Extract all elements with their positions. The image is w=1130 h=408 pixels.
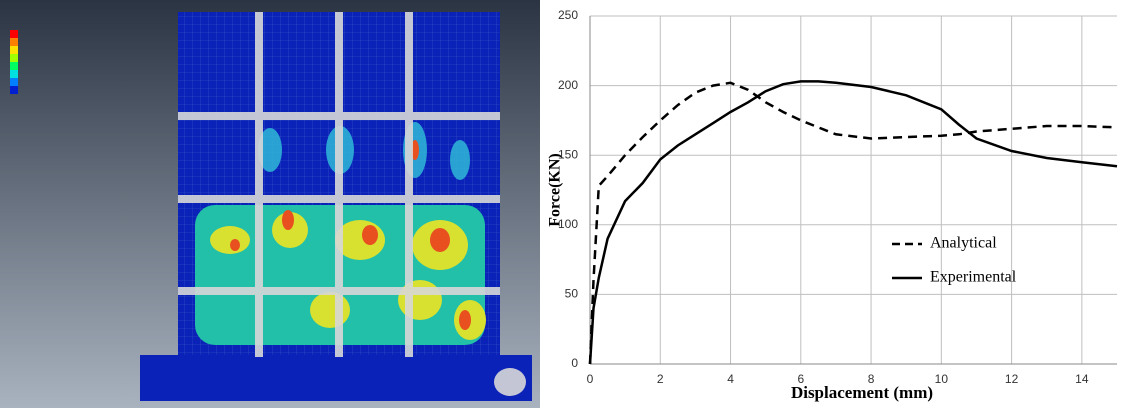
page: Force(KN) Displacement (mm) 050100150200… (0, 0, 1130, 408)
y-tick-label: 0 (571, 356, 578, 370)
legend-colorbar (10, 30, 18, 94)
x-tick-label: 14 (1075, 372, 1089, 386)
legend-label: Experimental (930, 269, 1017, 286)
line-series (590, 81, 1117, 364)
y-axis-title: Force(KN) (547, 153, 564, 226)
x-tick-label: 4 (727, 372, 734, 386)
y-tick-label: 100 (558, 217, 578, 231)
x-tick-label: 12 (1005, 372, 1019, 386)
legend-label: Analytical (930, 235, 997, 252)
x-tick-label: 8 (868, 372, 875, 386)
y-tick-label: 250 (558, 8, 578, 22)
x-axis-title: Displacement (mm) (791, 383, 933, 402)
figure: Force(KN) Displacement (mm) 050100150200… (0, 0, 1130, 408)
y-tick-label: 150 (558, 147, 578, 161)
x-tick-label: 10 (935, 372, 949, 386)
line-series (590, 83, 1117, 364)
x-tick-label: 2 (657, 372, 664, 386)
y-tick-label: 50 (565, 287, 579, 301)
y-tick-label: 200 (558, 78, 578, 92)
fea-image (0, 0, 540, 408)
x-tick-label: 0 (587, 372, 594, 386)
chart: Force(KN) Displacement (mm) 050100150200… (547, 8, 1117, 402)
x-tick-label: 6 (797, 372, 804, 386)
